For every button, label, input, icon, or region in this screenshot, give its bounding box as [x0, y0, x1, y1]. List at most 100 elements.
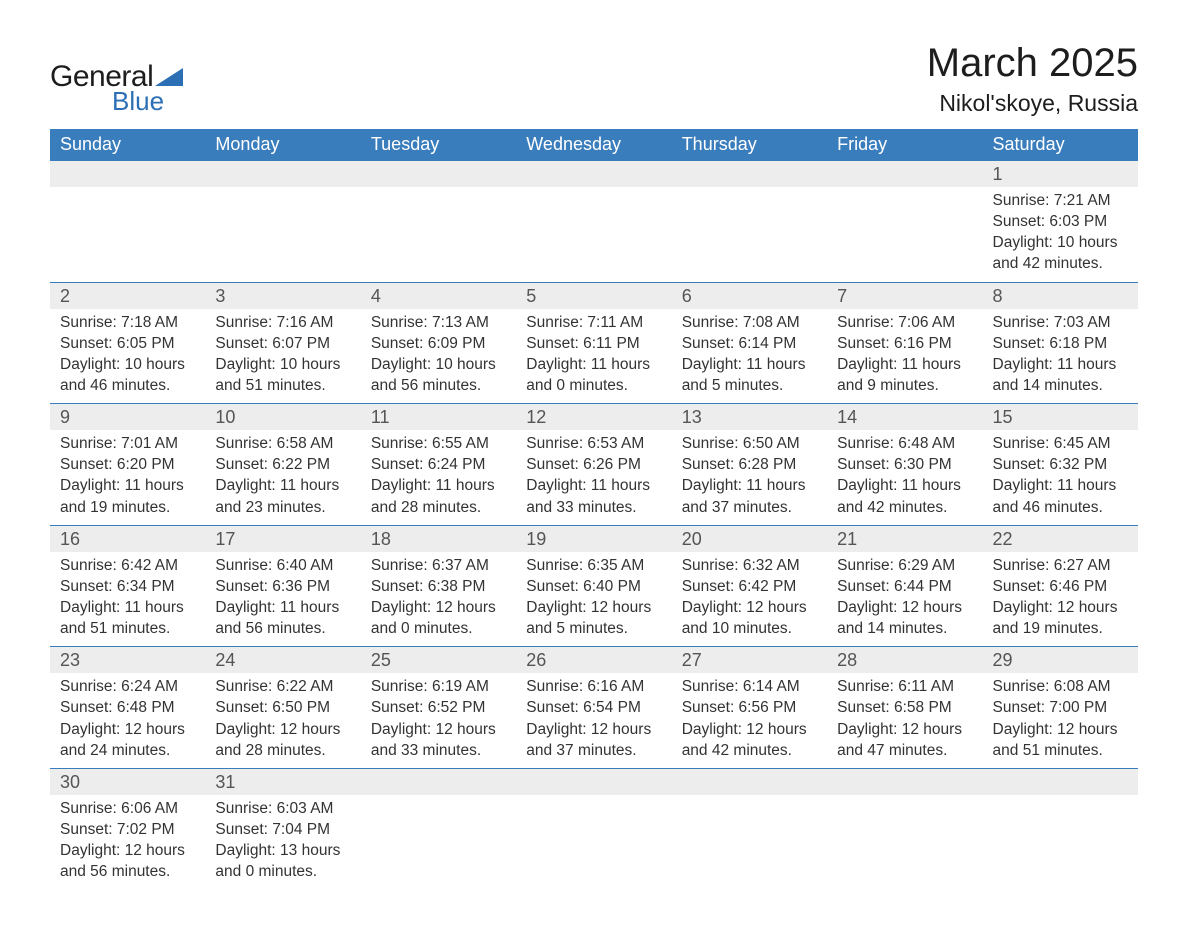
day-number-cell: 13	[672, 404, 827, 431]
day-detail-row: Sunrise: 6:06 AMSunset: 7:02 PMDaylight:…	[50, 795, 1138, 890]
day-number-cell: 26	[516, 647, 671, 674]
day-number-cell: 14	[827, 404, 982, 431]
day-number-cell: 2	[50, 282, 205, 309]
daylight-text: Daylight: 11 hours	[526, 355, 661, 375]
sunset-text: Sunset: 6:30 PM	[837, 455, 972, 475]
day-number-cell: 16	[50, 525, 205, 552]
sunset-text: Sunset: 6:07 PM	[215, 334, 350, 354]
daylight-text: Daylight: 10 hours	[215, 355, 350, 375]
daylight-text: Daylight: 10 hours	[60, 355, 195, 375]
daylight-text-2: and 28 minutes.	[215, 741, 350, 761]
daylight-text-2: and 51 minutes.	[60, 619, 195, 639]
day-number-cell: 30	[50, 768, 205, 795]
daylight-text-2: and 10 minutes.	[682, 619, 817, 639]
day-detail-cell: Sunrise: 6:35 AMSunset: 6:40 PMDaylight:…	[516, 552, 671, 647]
day-number: 27	[682, 650, 702, 670]
daylight-text-2: and 23 minutes.	[215, 498, 350, 518]
day-number: 19	[526, 529, 546, 549]
sunrise-text: Sunrise: 7:08 AM	[682, 313, 817, 333]
daylight-text: Daylight: 12 hours	[993, 598, 1128, 618]
daylight-text-2: and 0 minutes.	[215, 862, 350, 882]
day-detail-cell: Sunrise: 6:14 AMSunset: 6:56 PMDaylight:…	[672, 673, 827, 768]
daylight-text: Daylight: 12 hours	[526, 720, 661, 740]
day-detail-row: Sunrise: 7:01 AMSunset: 6:20 PMDaylight:…	[50, 430, 1138, 525]
day-number-cell	[361, 768, 516, 795]
day-detail-row: Sunrise: 6:42 AMSunset: 6:34 PMDaylight:…	[50, 552, 1138, 647]
day-number-cell	[672, 161, 827, 188]
sunrise-text: Sunrise: 6:45 AM	[993, 434, 1128, 454]
daylight-text-2: and 33 minutes.	[371, 741, 506, 761]
sunrise-text: Sunrise: 7:16 AM	[215, 313, 350, 333]
day-number-cell: 17	[205, 525, 360, 552]
day-number-cell: 12	[516, 404, 671, 431]
day-detail-cell	[50, 187, 205, 282]
weekday-header: Sunday	[50, 129, 205, 161]
day-number: 10	[215, 407, 235, 427]
day-detail-cell: Sunrise: 6:06 AMSunset: 7:02 PMDaylight:…	[50, 795, 205, 890]
daylight-text: Daylight: 11 hours	[837, 355, 972, 375]
daylight-text-2: and 56 minutes.	[371, 376, 506, 396]
sunrise-text: Sunrise: 6:53 AM	[526, 434, 661, 454]
day-detail-cell: Sunrise: 6:48 AMSunset: 6:30 PMDaylight:…	[827, 430, 982, 525]
day-number-cell: 22	[983, 525, 1138, 552]
day-detail-cell	[361, 795, 516, 890]
day-detail-cell: Sunrise: 7:08 AMSunset: 6:14 PMDaylight:…	[672, 309, 827, 404]
day-number-cell: 19	[516, 525, 671, 552]
day-number-cell	[827, 161, 982, 188]
day-detail-cell: Sunrise: 7:21 AMSunset: 6:03 PMDaylight:…	[983, 187, 1138, 282]
weekday-header-row: Sunday Monday Tuesday Wednesday Thursday…	[50, 129, 1138, 161]
day-detail-cell: Sunrise: 7:06 AMSunset: 6:16 PMDaylight:…	[827, 309, 982, 404]
day-detail-cell	[361, 187, 516, 282]
sunset-text: Sunset: 6:54 PM	[526, 698, 661, 718]
daylight-text: Daylight: 11 hours	[215, 598, 350, 618]
sunrise-text: Sunrise: 6:11 AM	[837, 677, 972, 697]
day-detail-cell: Sunrise: 6:37 AMSunset: 6:38 PMDaylight:…	[361, 552, 516, 647]
day-number-cell: 20	[672, 525, 827, 552]
daylight-text-2: and 42 minutes.	[837, 498, 972, 518]
sunrise-text: Sunrise: 6:19 AM	[371, 677, 506, 697]
day-detail-cell: Sunrise: 6:29 AMSunset: 6:44 PMDaylight:…	[827, 552, 982, 647]
daylight-text-2: and 28 minutes.	[371, 498, 506, 518]
day-number-row: 1	[50, 161, 1138, 188]
day-detail-cell	[672, 187, 827, 282]
sunset-text: Sunset: 6:14 PM	[682, 334, 817, 354]
sunrise-text: Sunrise: 6:50 AM	[682, 434, 817, 454]
day-number-cell: 9	[50, 404, 205, 431]
day-number: 5	[526, 286, 536, 306]
day-number-cell: 23	[50, 647, 205, 674]
weekday-header: Friday	[827, 129, 982, 161]
month-title: March 2025	[927, 41, 1138, 86]
sunset-text: Sunset: 6:09 PM	[371, 334, 506, 354]
day-detail-row: Sunrise: 7:18 AMSunset: 6:05 PMDaylight:…	[50, 309, 1138, 404]
daylight-text: Daylight: 12 hours	[371, 720, 506, 740]
sunset-text: Sunset: 6:48 PM	[60, 698, 195, 718]
daylight-text-2: and 19 minutes.	[993, 619, 1128, 639]
day-detail-cell: Sunrise: 6:55 AMSunset: 6:24 PMDaylight:…	[361, 430, 516, 525]
day-detail-cell: Sunrise: 6:08 AMSunset: 7:00 PMDaylight:…	[983, 673, 1138, 768]
sunrise-text: Sunrise: 7:03 AM	[993, 313, 1128, 333]
day-number-cell: 21	[827, 525, 982, 552]
sunset-text: Sunset: 6:36 PM	[215, 577, 350, 597]
day-detail-cell	[983, 795, 1138, 890]
daylight-text: Daylight: 12 hours	[993, 720, 1128, 740]
sunset-text: Sunset: 6:56 PM	[682, 698, 817, 718]
day-detail-cell: Sunrise: 6:45 AMSunset: 6:32 PMDaylight:…	[983, 430, 1138, 525]
day-number: 6	[682, 286, 692, 306]
sunrise-text: Sunrise: 6:08 AM	[993, 677, 1128, 697]
day-number-cell: 27	[672, 647, 827, 674]
sunset-text: Sunset: 6:28 PM	[682, 455, 817, 475]
day-detail-cell: Sunrise: 7:16 AMSunset: 6:07 PMDaylight:…	[205, 309, 360, 404]
sunrise-text: Sunrise: 6:55 AM	[371, 434, 506, 454]
daylight-text: Daylight: 12 hours	[682, 720, 817, 740]
daylight-text: Daylight: 11 hours	[371, 476, 506, 496]
day-detail-row: Sunrise: 7:21 AMSunset: 6:03 PMDaylight:…	[50, 187, 1138, 282]
day-number-cell: 24	[205, 647, 360, 674]
sunset-text: Sunset: 7:02 PM	[60, 820, 195, 840]
sunset-text: Sunset: 6:16 PM	[837, 334, 972, 354]
daylight-text-2: and 19 minutes.	[60, 498, 195, 518]
day-number: 13	[682, 407, 702, 427]
day-detail-cell: Sunrise: 7:11 AMSunset: 6:11 PMDaylight:…	[516, 309, 671, 404]
daylight-text-2: and 37 minutes.	[682, 498, 817, 518]
day-detail-cell	[205, 187, 360, 282]
day-number-cell: 7	[827, 282, 982, 309]
